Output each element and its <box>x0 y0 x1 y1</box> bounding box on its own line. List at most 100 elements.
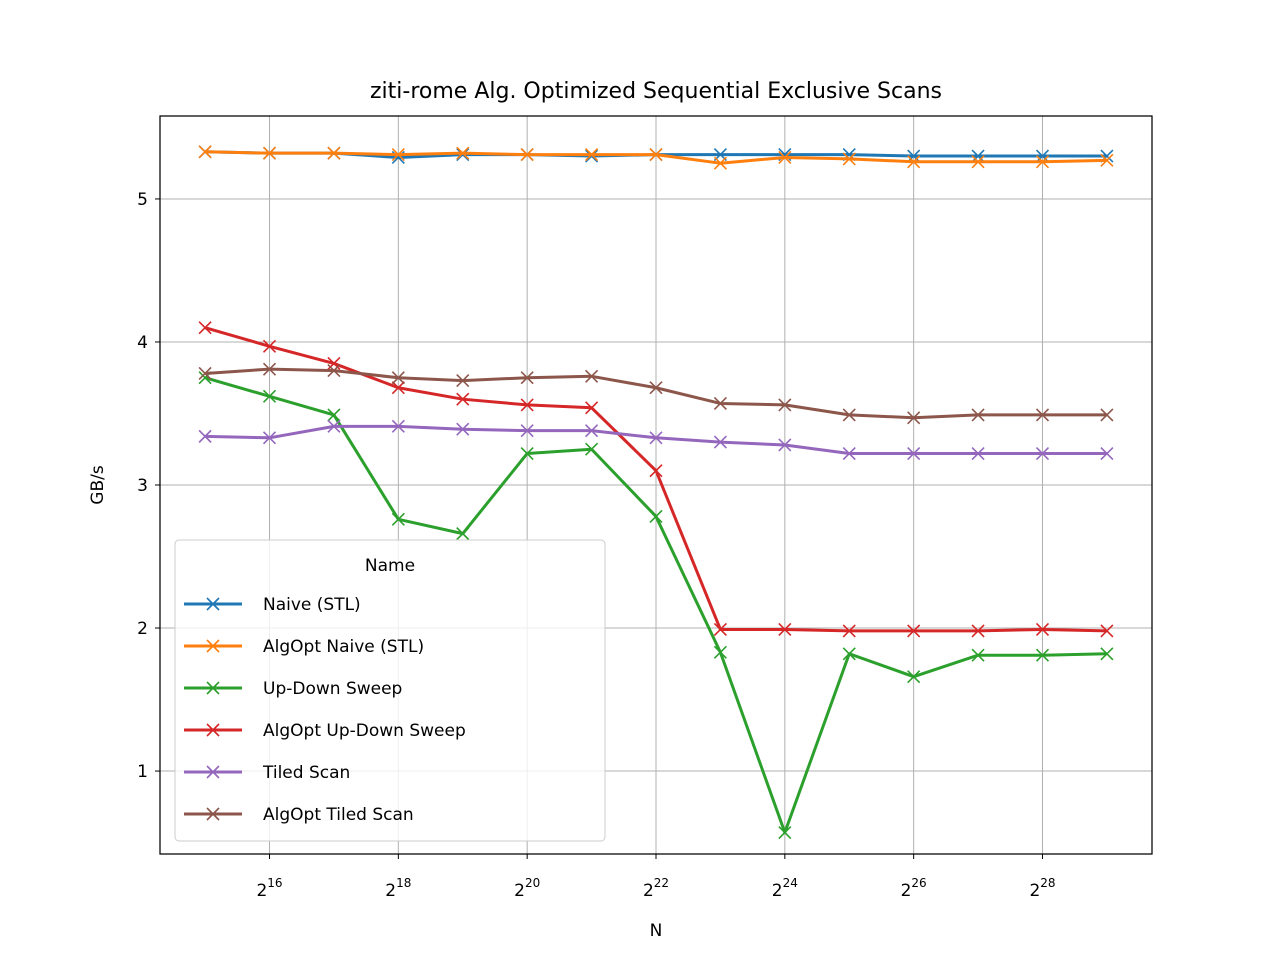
x-tick-label: 222 <box>643 876 669 901</box>
legend-marker <box>206 639 220 653</box>
data-point <box>456 527 470 541</box>
legend-label: Naive (STL) <box>263 595 361 615</box>
data-point <box>971 648 985 662</box>
data-point <box>713 156 727 170</box>
data-point <box>971 408 985 422</box>
data-point <box>778 825 792 840</box>
y-tick-label: 5 <box>137 190 148 210</box>
data-point <box>649 431 663 445</box>
y-axis-ticks: 1 2 3 4 5 <box>137 190 160 782</box>
legend-box <box>174 539 606 842</box>
x-tick-label: 224 <box>772 876 798 901</box>
data-point <box>262 146 277 160</box>
data-point <box>391 148 405 162</box>
data-point <box>971 149 985 163</box>
x-tick-exponent: 28 <box>1040 876 1055 890</box>
data-point <box>907 155 921 169</box>
data-point <box>649 464 663 478</box>
x-tick-exponent: 26 <box>911 876 926 890</box>
data-point <box>1035 155 1050 169</box>
legend-label: AlgOpt Up-Down Sweep <box>263 721 466 741</box>
x-axis-ticks: 216 218 220 222 224 226 228 <box>256 854 1056 901</box>
legend-marker <box>206 765 220 779</box>
data-point <box>327 364 341 378</box>
data-point <box>456 422 470 436</box>
x-axis-label: N <box>650 921 663 941</box>
data-point <box>262 362 277 376</box>
data-point <box>649 148 663 162</box>
data-point <box>585 148 599 162</box>
data-point <box>971 155 985 169</box>
y-tick-label: 3 <box>137 476 148 496</box>
x-tick-label: 216 <box>256 876 282 901</box>
data-point <box>198 145 212 159</box>
data-point <box>1035 648 1050 662</box>
data-point <box>391 512 405 526</box>
legend-item: AlgOpt Naive (STL) <box>184 637 424 657</box>
data-point <box>520 398 534 412</box>
data-point <box>1100 408 1114 422</box>
data-point <box>585 401 599 415</box>
data-point <box>842 446 856 461</box>
data-point <box>649 509 663 524</box>
x-tick-base: 2 <box>514 881 525 901</box>
x-tick-exponent: 22 <box>654 876 669 890</box>
data-point <box>842 152 856 166</box>
x-tick-exponent: 18 <box>396 876 411 890</box>
y-axis-label: GB/s <box>88 465 108 505</box>
x-tick-base: 2 <box>1029 881 1040 901</box>
data-point <box>327 408 341 422</box>
data-point <box>198 366 212 381</box>
legend-item: Tiled Scan <box>184 763 350 783</box>
data-point <box>713 622 727 637</box>
y-tick-label: 1 <box>137 762 148 782</box>
x-tick-exponent: 16 <box>267 876 282 890</box>
data-point <box>1100 446 1114 461</box>
legend-item: AlgOpt Tiled Scan <box>184 805 414 825</box>
data-point <box>520 371 534 385</box>
series-4 <box>198 419 1114 461</box>
legend-label: Up-Down Sweep <box>263 679 402 699</box>
legend-label: AlgOpt Tiled Scan <box>263 805 414 825</box>
x-tick-base: 2 <box>385 881 396 901</box>
legend-item: Naive (STL) <box>184 595 361 615</box>
data-point <box>198 429 212 443</box>
data-point <box>585 369 599 383</box>
series-1 <box>198 145 1114 170</box>
data-point <box>907 149 921 163</box>
x-tick-base: 2 <box>901 881 912 901</box>
chart-title: ziti-rome Alg. Optimized Sequential Excl… <box>370 79 942 104</box>
legend: Name Naive (STL) AlgOpt Naive (STL) Up-Dow… <box>174 539 606 842</box>
data-point <box>713 435 727 449</box>
data-point <box>262 389 277 403</box>
data-point <box>391 419 405 433</box>
legend-item: Up-Down Sweep <box>184 679 402 699</box>
legend-label: Tiled Scan <box>262 763 350 783</box>
y-tick-label: 2 <box>137 619 148 639</box>
data-point <box>971 624 985 638</box>
data-point <box>520 424 534 438</box>
data-point <box>198 321 212 335</box>
x-tick-label: 218 <box>385 876 411 901</box>
data-point <box>391 371 405 385</box>
data-point <box>456 374 470 388</box>
data-point <box>907 624 921 638</box>
data-point <box>585 424 599 438</box>
data-point <box>1035 622 1050 637</box>
data-point <box>1035 408 1050 422</box>
x-tick-exponent: 24 <box>783 876 798 890</box>
legend-marker <box>206 681 220 695</box>
legend-marker <box>206 597 220 611</box>
data-point <box>842 624 856 638</box>
data-point <box>842 647 856 661</box>
data-point <box>907 670 921 684</box>
data-point <box>778 438 792 452</box>
x-tick-label: 226 <box>901 876 927 901</box>
data-point <box>778 622 792 637</box>
data-point <box>971 446 985 461</box>
data-point <box>778 150 792 165</box>
data-point <box>1100 153 1114 167</box>
x-tick-base: 2 <box>256 881 267 901</box>
data-point <box>262 339 277 353</box>
